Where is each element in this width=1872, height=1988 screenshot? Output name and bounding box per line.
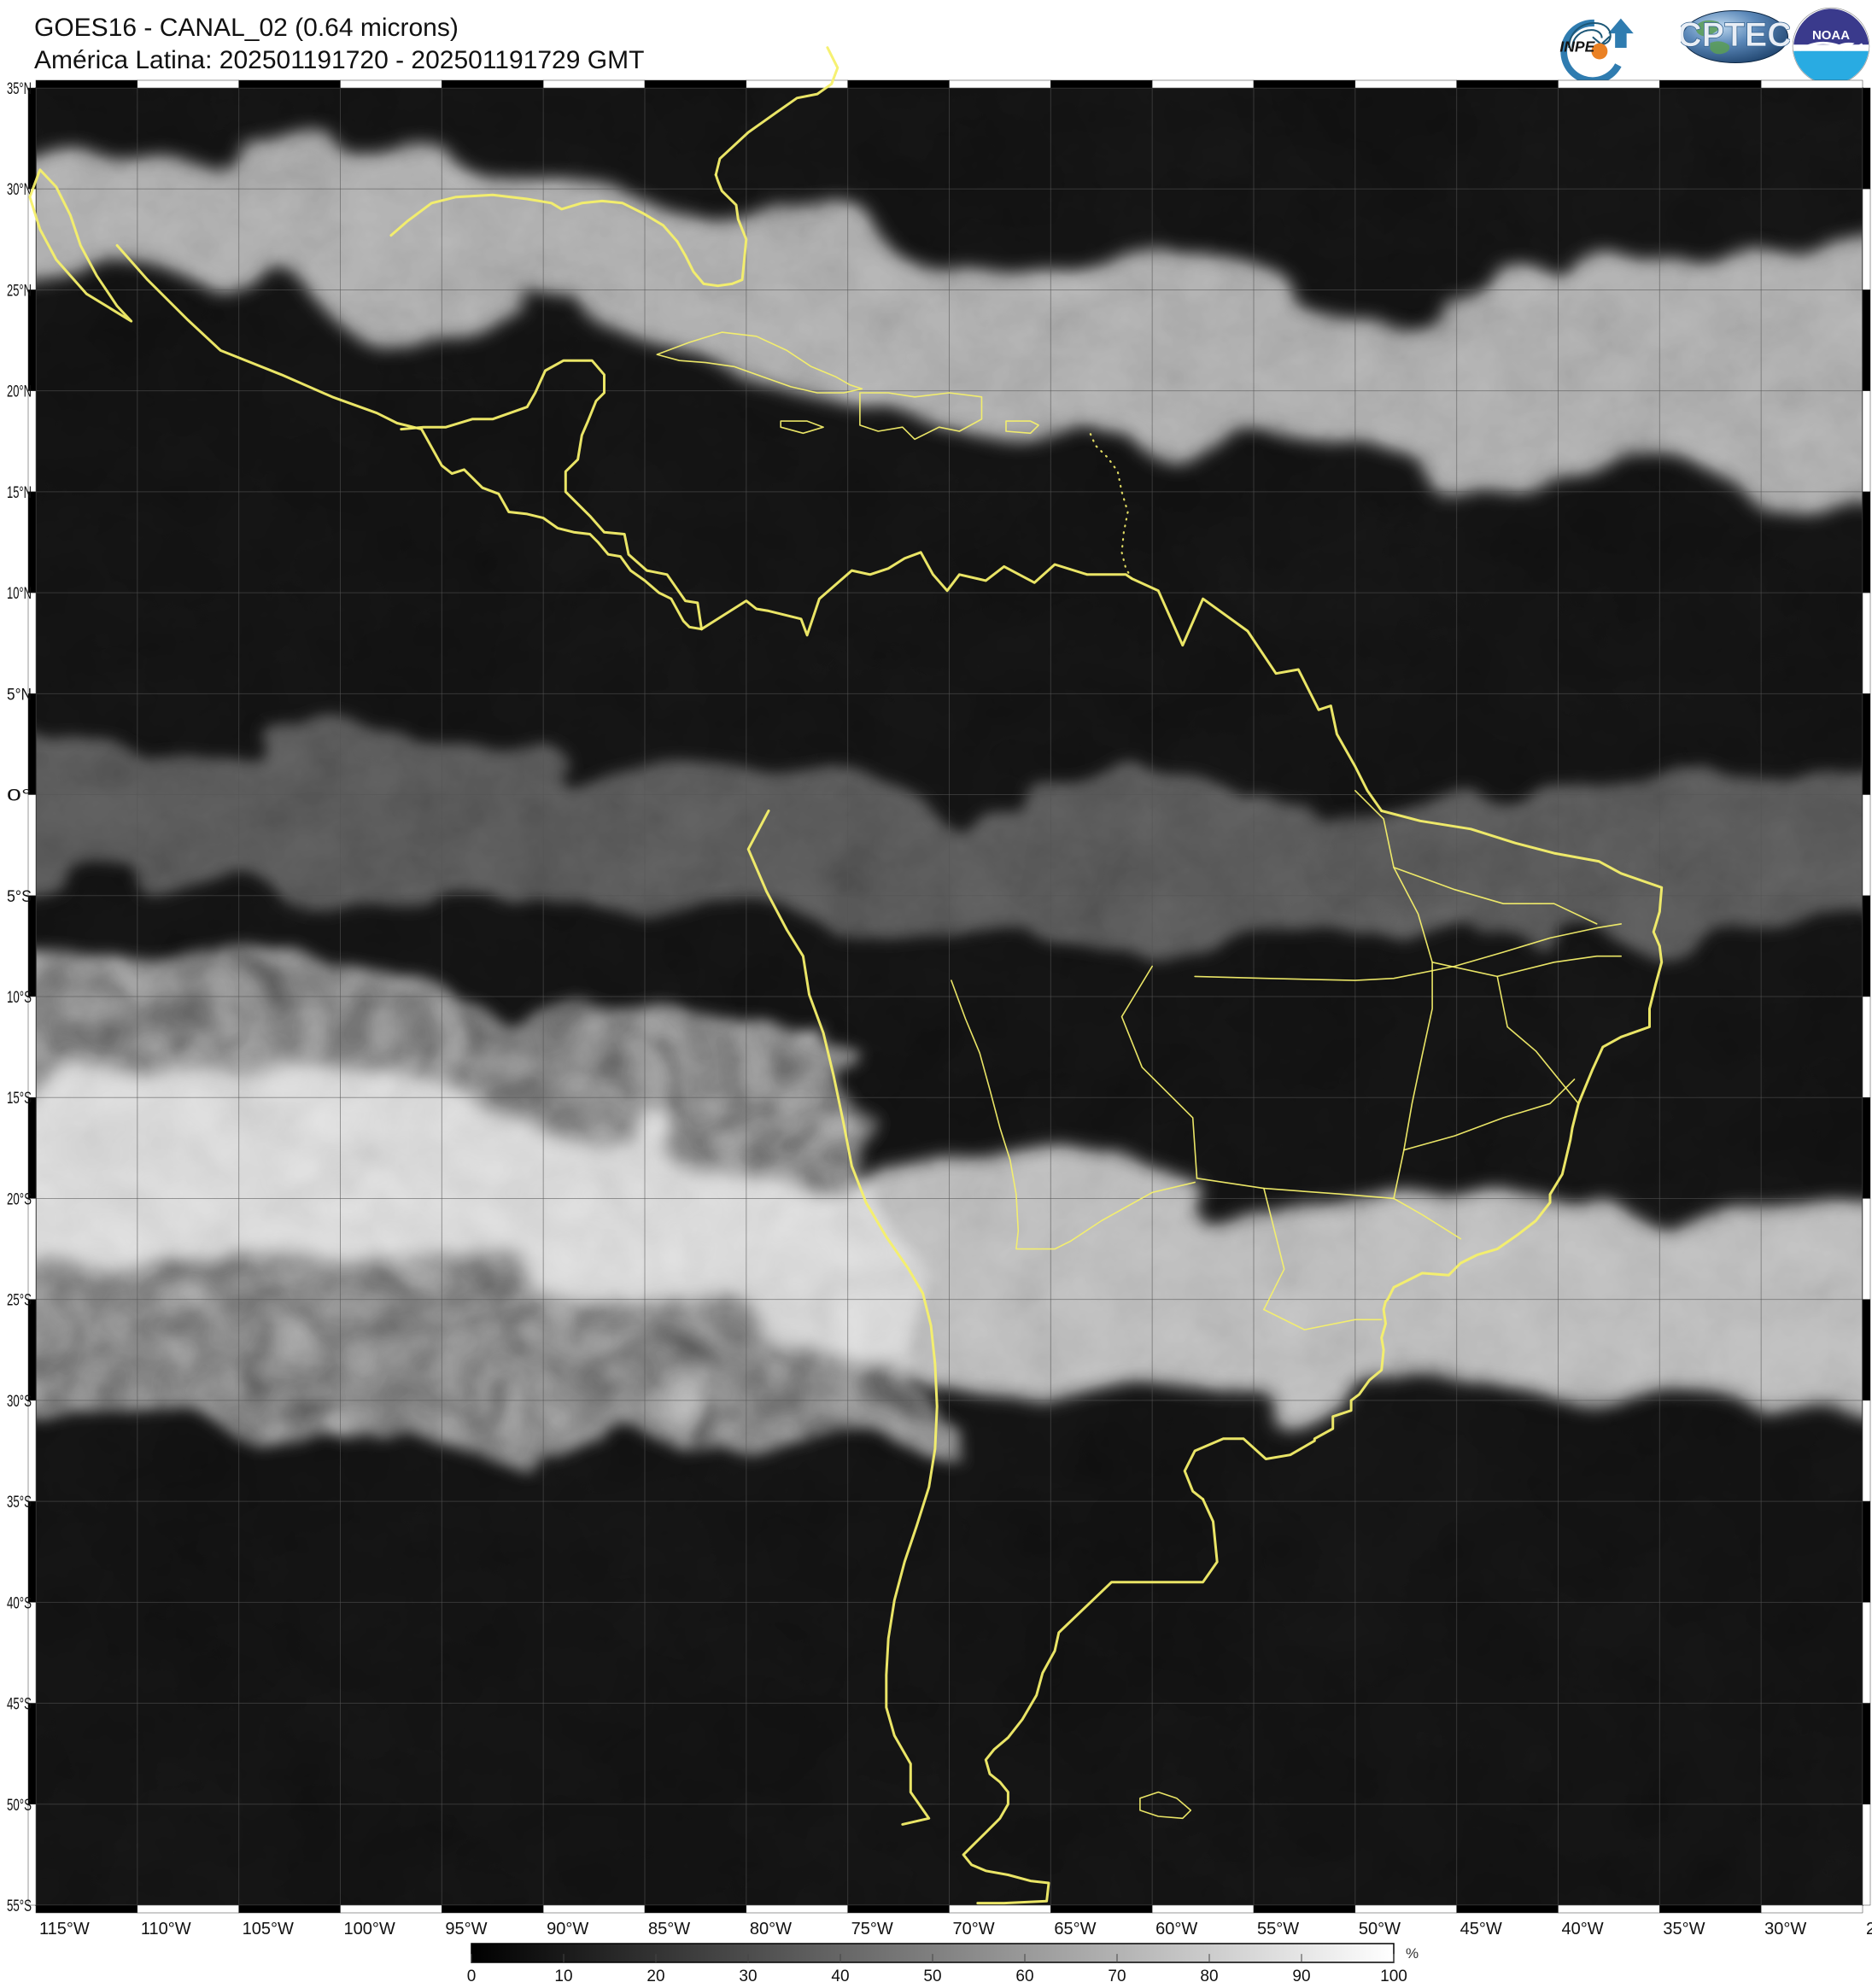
- svg-text:90°W: 90°W: [547, 1920, 588, 1938]
- svg-text:50: 50: [923, 1968, 941, 1985]
- svg-text:30°N: 30°N: [7, 181, 32, 199]
- svg-text:20: 20: [646, 1968, 664, 1985]
- svg-text:50°W: 50°W: [1359, 1920, 1401, 1938]
- svg-text:25°S: 25°S: [7, 1292, 32, 1310]
- svg-text:30°W: 30°W: [1764, 1920, 1806, 1938]
- svg-text:25°W: 25°W: [1866, 1920, 1872, 1938]
- svg-text:80°W: 80°W: [750, 1920, 792, 1938]
- svg-text:100°W: 100°W: [344, 1920, 395, 1938]
- svg-text:40: 40: [831, 1968, 849, 1985]
- svg-text:70°W: 70°W: [953, 1920, 995, 1938]
- svg-text:5°N: 5°N: [7, 686, 32, 704]
- svg-text:0: 0: [467, 1968, 477, 1985]
- svg-text:15°N: 15°N: [7, 484, 32, 502]
- svg-text:10: 10: [554, 1968, 572, 1985]
- svg-text:10°N: 10°N: [7, 585, 32, 603]
- svg-text:10°S: 10°S: [7, 989, 32, 1007]
- svg-text:55°S: 55°S: [7, 1897, 32, 1915]
- svg-text:95°W: 95°W: [445, 1920, 487, 1938]
- svg-text:60°W: 60°W: [1155, 1920, 1197, 1938]
- svg-text:30: 30: [739, 1968, 757, 1985]
- svg-text:30°S: 30°S: [7, 1393, 32, 1411]
- svg-text:35°W: 35°W: [1663, 1920, 1705, 1938]
- svg-text:5°S: 5°S: [7, 888, 32, 906]
- svg-text:45°W: 45°W: [1460, 1920, 1502, 1938]
- svg-text:105°W: 105°W: [243, 1920, 294, 1938]
- svg-text:45°S: 45°S: [7, 1696, 32, 1714]
- svg-text:85°W: 85°W: [648, 1920, 690, 1938]
- svg-text:65°W: 65°W: [1054, 1920, 1096, 1938]
- svg-text:110°W: 110°W: [141, 1920, 191, 1938]
- svg-text:115°W: 115°W: [39, 1920, 90, 1938]
- svg-text:40°W: 40°W: [1562, 1920, 1604, 1938]
- svg-text:20°S: 20°S: [7, 1190, 32, 1208]
- svg-text:25°N: 25°N: [7, 282, 32, 300]
- svg-text:100: 100: [1380, 1968, 1407, 1985]
- svg-text:50°S: 50°S: [7, 1797, 32, 1815]
- svg-text:35°N: 35°N: [7, 80, 32, 98]
- svg-text:60: 60: [1015, 1968, 1033, 1985]
- svg-text:40°S: 40°S: [7, 1594, 32, 1612]
- svg-text:15°S: 15°S: [7, 1090, 32, 1108]
- svg-text:90: 90: [1292, 1968, 1310, 1985]
- svg-text:55°W: 55°W: [1257, 1920, 1299, 1938]
- svg-text:75°W: 75°W: [851, 1920, 893, 1938]
- svg-text:%: %: [1406, 1945, 1419, 1962]
- svg-text:35°S: 35°S: [7, 1494, 32, 1511]
- svg-text:70: 70: [1108, 1968, 1126, 1985]
- svg-text:0°: 0°: [7, 787, 32, 805]
- svg-text:80: 80: [1200, 1968, 1218, 1985]
- svg-text:20°N: 20°N: [7, 383, 32, 401]
